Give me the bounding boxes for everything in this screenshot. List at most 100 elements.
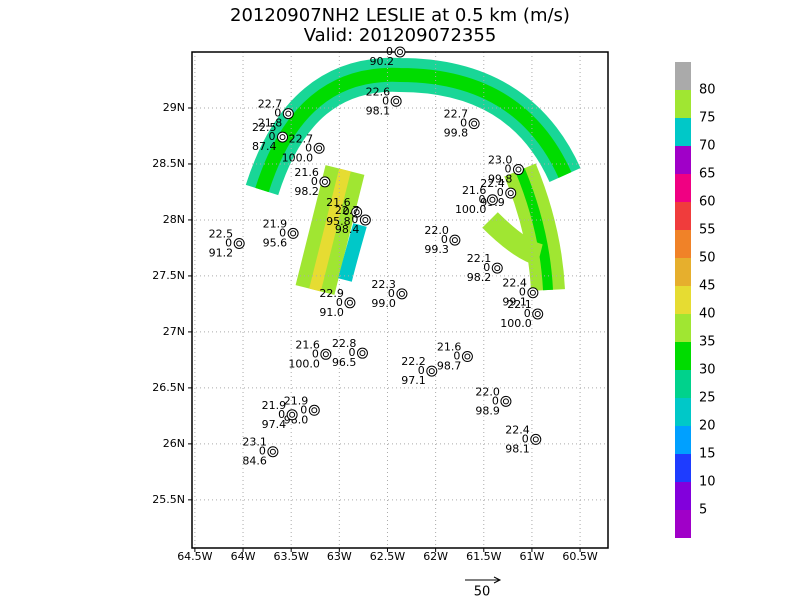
station-marker-inner: [359, 350, 366, 357]
station-marker-inner: [529, 289, 536, 296]
station-rh: 96.5: [332, 356, 357, 369]
station-rh: 87.4: [252, 140, 277, 153]
station-dew: 0: [274, 107, 281, 120]
colorbar-label: 60: [699, 195, 716, 210]
colorbar-swatch: [675, 62, 691, 90]
station-marker: [351, 206, 363, 218]
colorbar-swatch: [675, 454, 691, 482]
station-marker: [287, 227, 299, 239]
x-tick-label: 61W: [519, 550, 544, 563]
station-rh: 84.6: [242, 455, 267, 468]
station-marker-inner: [464, 353, 471, 360]
station-dew: 0: [351, 213, 358, 226]
station-rh: 99.8: [444, 127, 469, 140]
station-dew: 0: [453, 350, 460, 363]
station-rh: 99.1: [502, 296, 527, 309]
y-tick-label: 28.5N: [152, 157, 185, 170]
station-dew: 0: [382, 94, 389, 107]
station-marker-inner: [489, 196, 496, 203]
station-temp: 22.8: [332, 337, 357, 350]
colorbar-label: 40: [699, 307, 716, 322]
station-marker-inner: [279, 134, 286, 141]
x-tick-label: 64.5W: [177, 550, 212, 563]
station-marker: [491, 262, 503, 274]
station-marker: [267, 446, 279, 458]
y-tick-label: 27N: [163, 325, 185, 338]
colorbar-label: 30: [699, 363, 716, 378]
station-rh: 98.2: [294, 185, 319, 198]
station-marker-inner: [362, 216, 369, 223]
colorbar: 5 10 15 20 25 30 35 40 45 50 55 60 65 70 75 80: [675, 62, 716, 538]
station-marker: [500, 395, 512, 407]
station-rh: 98.7: [437, 360, 462, 373]
station-marker-inner: [322, 351, 329, 358]
shade-band: [515, 168, 553, 291]
station-rh: 100.0: [288, 357, 320, 370]
station-temp: 22.1: [467, 252, 492, 265]
station: 090.2: [370, 45, 406, 68]
x-tick-label: 62W: [423, 550, 448, 563]
station-marker-inner: [311, 407, 318, 414]
station-marker: [282, 108, 294, 120]
station-marker-inner: [398, 290, 405, 297]
station-dew: 0: [524, 307, 531, 320]
station-rh: 21.8: [258, 117, 283, 130]
x-tick-label: 61.5W: [466, 550, 501, 563]
shade-band: [338, 223, 367, 282]
station-temp: 22.4: [502, 277, 527, 290]
station-dew: 0: [259, 445, 266, 458]
station-temp: 23.0: [488, 154, 513, 167]
station-rh: 91.0: [319, 306, 344, 319]
station-rh: 98.4: [335, 223, 360, 236]
station-temp: 22.9: [319, 287, 344, 300]
station-dew: 0: [418, 364, 425, 377]
y-tick-label: 28N: [163, 213, 185, 226]
colorbar-swatch: [675, 426, 691, 454]
colorbar-swatch: [675, 286, 691, 314]
station-dew: 0: [300, 403, 307, 416]
colorbar-swatch: [675, 482, 691, 510]
station-marker: [532, 308, 544, 320]
station-marker-inner: [507, 190, 514, 197]
grid: [192, 52, 608, 548]
station-dew: 0: [386, 45, 393, 58]
station-marker-inner: [393, 98, 400, 105]
station-temp: 21.9: [284, 394, 309, 407]
station-marker: [512, 164, 524, 176]
station-dew: 0: [305, 141, 312, 154]
station-dew: 0: [504, 163, 511, 176]
station-dew: 0: [279, 226, 286, 239]
station-rh: 99.8: [488, 173, 513, 186]
station-marker: [308, 404, 320, 416]
stations: 090.222.6098.122.7021.822.5087.422.70100…: [209, 45, 544, 468]
wind-shading: [245, 57, 581, 295]
station-temp: 22.4: [505, 423, 530, 436]
station-temp: 22.0: [475, 385, 500, 398]
colorbar-label: 10: [699, 475, 716, 490]
colorbar-label: 35: [699, 335, 716, 350]
reference-label: 50: [474, 585, 491, 600]
colorbar-label: 20: [699, 419, 716, 434]
station-dew: 0: [388, 287, 395, 300]
colorbar-label: 75: [699, 111, 716, 126]
x-tick-label: 60.5W: [562, 550, 597, 563]
station-marker-inner: [316, 145, 323, 152]
station-marker-inner: [397, 49, 403, 55]
colorbar-swatch: [675, 258, 691, 286]
station-temp: 22.7: [289, 132, 314, 145]
colorbar-label: 80: [699, 83, 716, 98]
station-marker: [319, 176, 331, 188]
colorbar-label: 5: [699, 503, 707, 518]
station-marker: [505, 187, 517, 199]
station-marker-inner: [285, 110, 292, 117]
station-marker: [313, 142, 325, 154]
station-marker-inner: [321, 178, 328, 185]
